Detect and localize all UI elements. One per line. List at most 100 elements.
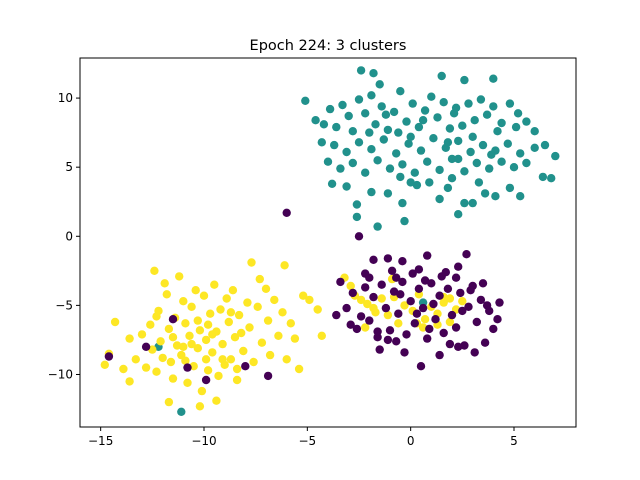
scatter-point (352, 324, 362, 334)
scatter-point (396, 290, 405, 299)
scatter-point (377, 294, 386, 303)
scatter-point (406, 297, 415, 306)
scatter-point (425, 178, 434, 187)
scatter-point (392, 273, 401, 282)
scatter-point (228, 286, 238, 295)
scatter-point (168, 374, 178, 383)
scatter-point (325, 104, 335, 114)
scatter-point (175, 272, 184, 281)
scatter-point (505, 183, 515, 193)
scatter-point (263, 316, 273, 325)
scatter-point (243, 298, 252, 307)
scatter-point (445, 124, 455, 133)
scatter-point (156, 337, 165, 346)
scatter-point (394, 319, 403, 328)
scatter-point (482, 110, 492, 119)
scatter-point (342, 147, 351, 157)
scatter-point (282, 208, 291, 217)
scatter-point (394, 128, 403, 137)
scatter-point (462, 250, 471, 259)
scatter-point (327, 179, 337, 188)
x-tick-label: 0 (407, 434, 415, 448)
scatter-point (445, 339, 455, 349)
scatter-point (454, 136, 463, 146)
scatter-point (443, 284, 453, 293)
plot-area-frame (79, 57, 577, 428)
scatter-point (445, 317, 455, 327)
scatter-point (197, 386, 207, 396)
scatter-point (400, 301, 409, 310)
scatter-point (441, 268, 450, 277)
scatter-point (332, 310, 341, 320)
scatter-point (447, 310, 457, 320)
scatter-point (187, 339, 196, 349)
scatter-point (356, 312, 366, 321)
scatter-point (270, 295, 279, 305)
scatter-point (110, 317, 120, 327)
scatter-point (547, 174, 556, 183)
scatter-point (164, 324, 174, 334)
scatter-point (394, 309, 403, 318)
scatter-point (460, 75, 469, 85)
scatter-point (257, 338, 267, 347)
scatter-point (367, 91, 376, 100)
scatter-point (342, 303, 351, 313)
scatter-point (249, 357, 258, 367)
scatter-point (414, 122, 424, 132)
scatter-point (423, 251, 432, 260)
scatter-point (511, 122, 521, 132)
scatter-point (245, 323, 254, 332)
scatter-point (513, 109, 523, 118)
scatter-point (381, 303, 391, 313)
scatter-point (373, 156, 382, 165)
scatter-point (400, 216, 409, 226)
scatter-point (468, 132, 477, 141)
scatter-point (423, 157, 432, 166)
scatter-point (261, 284, 271, 293)
scatter-point (369, 69, 378, 78)
scatter-point (241, 362, 250, 371)
scatter-point (387, 266, 397, 275)
points-layer (100, 66, 560, 416)
scatter-point (141, 363, 151, 372)
scatter-point (443, 183, 453, 193)
scatter-point (410, 319, 419, 328)
scatter-point (352, 212, 362, 222)
scatter-point (294, 364, 304, 374)
scatter-point (435, 194, 444, 204)
scatter-point (201, 335, 211, 345)
x-tick-label: −5 (298, 434, 316, 448)
scatter-point (460, 198, 469, 208)
scatter-point (516, 149, 525, 158)
scatter-point (381, 110, 391, 119)
scatter-point (255, 274, 264, 284)
scatter-point (356, 295, 366, 305)
scatter-point (478, 279, 488, 288)
scatter-point (429, 134, 438, 143)
scatter-point (346, 320, 355, 329)
scatter-point (408, 99, 417, 108)
y-axis: −10 −5 0 5 10 (48, 91, 80, 381)
y-tick-label: 10 (58, 91, 73, 105)
scatter-point (451, 323, 461, 332)
scatter-point (160, 279, 169, 288)
scatter-point (456, 288, 465, 298)
scatter-point (480, 338, 490, 347)
scatter-point (522, 117, 531, 126)
scatter-point (491, 192, 500, 201)
scatter-point (319, 120, 329, 129)
scatter-point (203, 366, 213, 375)
scatter-point (332, 122, 341, 132)
scatter-point (232, 364, 242, 374)
scatter-point (226, 308, 236, 317)
scatter-point (183, 363, 192, 372)
scatter-point (445, 294, 455, 303)
scatter-point (466, 286, 475, 295)
chart-title: Epoch 224: 3 clusters (250, 38, 407, 54)
scatter-point (489, 324, 498, 334)
scatter-point (425, 324, 434, 334)
scatter-point (435, 350, 444, 360)
scatter-point (158, 353, 167, 363)
scatter-point (344, 111, 353, 121)
scatter-point (385, 326, 395, 335)
